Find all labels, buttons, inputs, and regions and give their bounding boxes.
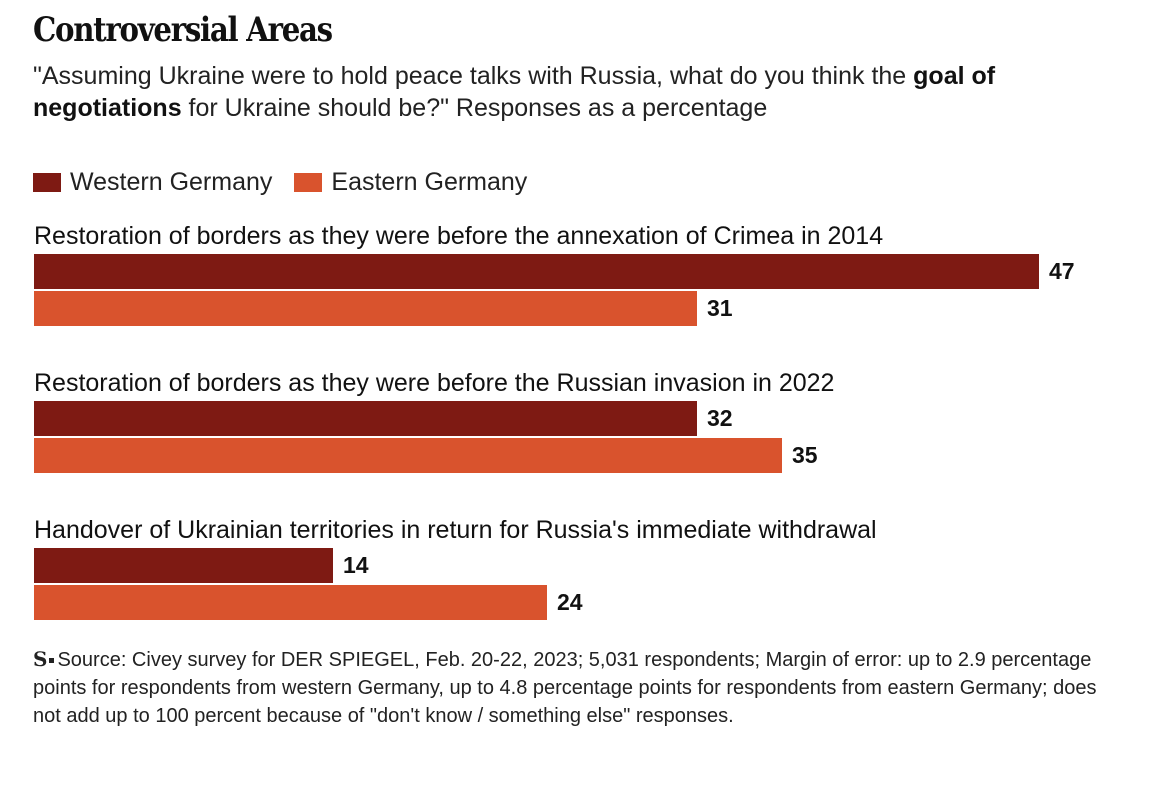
spiegel-logo: S [33, 647, 48, 671]
bar-western [34, 401, 697, 436]
value-label-eastern: 31 [707, 295, 733, 321]
bar-eastern [34, 585, 547, 620]
bar-eastern [34, 291, 697, 326]
bar-western [34, 548, 333, 583]
bullet-icon [49, 658, 55, 664]
chart-subtitle: "Assuming Ukraine were to hold peace tal… [33, 60, 1143, 124]
legend-item-western: Western Germany [33, 168, 272, 197]
category-label: Handover of Ukrainian territories in ret… [34, 516, 877, 544]
subtitle-part1: "Assuming Ukraine were to hold peace tal… [33, 62, 914, 90]
bar-eastern [34, 438, 782, 473]
source-note: S Source: Civey survey for DER SPIEGEL, F… [33, 645, 1123, 730]
legend-label-western: Western Germany [70, 168, 273, 196]
chart-title: Controversial Areas [33, 10, 333, 50]
legend-swatch-western [33, 173, 61, 192]
source-text: Source: Civey survey for DER SPIEGEL, Fe… [33, 649, 1097, 727]
legend-item-eastern: Eastern Germany [294, 168, 527, 197]
value-label-eastern: 35 [792, 442, 818, 468]
category-label: Restoration of borders as they were befo… [34, 369, 835, 397]
value-label-western: 14 [343, 552, 369, 578]
legend-label-eastern: Eastern Germany [331, 168, 528, 196]
legend-swatch-eastern [294, 173, 323, 192]
category-label: Restoration of borders as they were befo… [34, 222, 884, 250]
subtitle-bold: goal of negotiations [33, 62, 996, 122]
value-label-western: 32 [707, 405, 733, 431]
legend: Western Germany Eastern Germany [33, 168, 549, 197]
bar-western [34, 254, 1039, 289]
subtitle-part2: for Ukraine should be?" Responses as a p… [181, 94, 768, 122]
value-label-eastern: 24 [557, 589, 583, 615]
value-label-western: 47 [1049, 258, 1075, 284]
